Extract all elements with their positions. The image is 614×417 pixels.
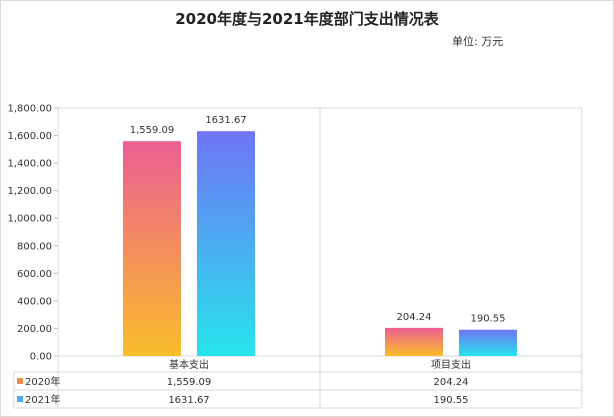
bar [123,141,181,356]
unit-label: 单位: 万元 [452,35,504,48]
legend-key [17,396,23,402]
legend-key [17,378,23,384]
bar [385,327,443,356]
y-tick-label: 1,800.00 [7,104,52,115]
table-value: 1631.67 [168,395,209,406]
data-label: 1631.67 [205,115,246,126]
chart-title: 2020年度与2021年度部门支出情况表 [175,10,439,28]
y-tick-label: 1,600.00 [7,131,52,142]
bar [459,329,517,356]
category-label: 基本支出 [169,358,209,371]
table-value: 1,559.09 [167,377,212,388]
category-label: 项目支出 [431,358,471,371]
data-label: 204.24 [397,312,432,323]
bar [197,131,255,356]
series-name: 2021年 [25,393,60,406]
series-name: 2020年 [25,375,60,388]
y-tick-label: 400.00 [17,296,52,307]
data-label: 190.55 [471,314,506,325]
y-tick-label: 1,400.00 [7,159,52,170]
y-tick-label: 0.00 [30,352,52,363]
table-value: 204.24 [434,377,469,388]
y-tick-label: 1,000.00 [7,214,52,225]
data-label: 1,559.09 [130,125,175,136]
table-value: 190.55 [434,395,469,406]
y-tick-label: 800.00 [17,241,52,252]
y-tick-label: 1,200.00 [7,186,52,197]
y-tick-label: 200.00 [17,324,52,335]
y-tick-label: 600.00 [17,269,52,280]
